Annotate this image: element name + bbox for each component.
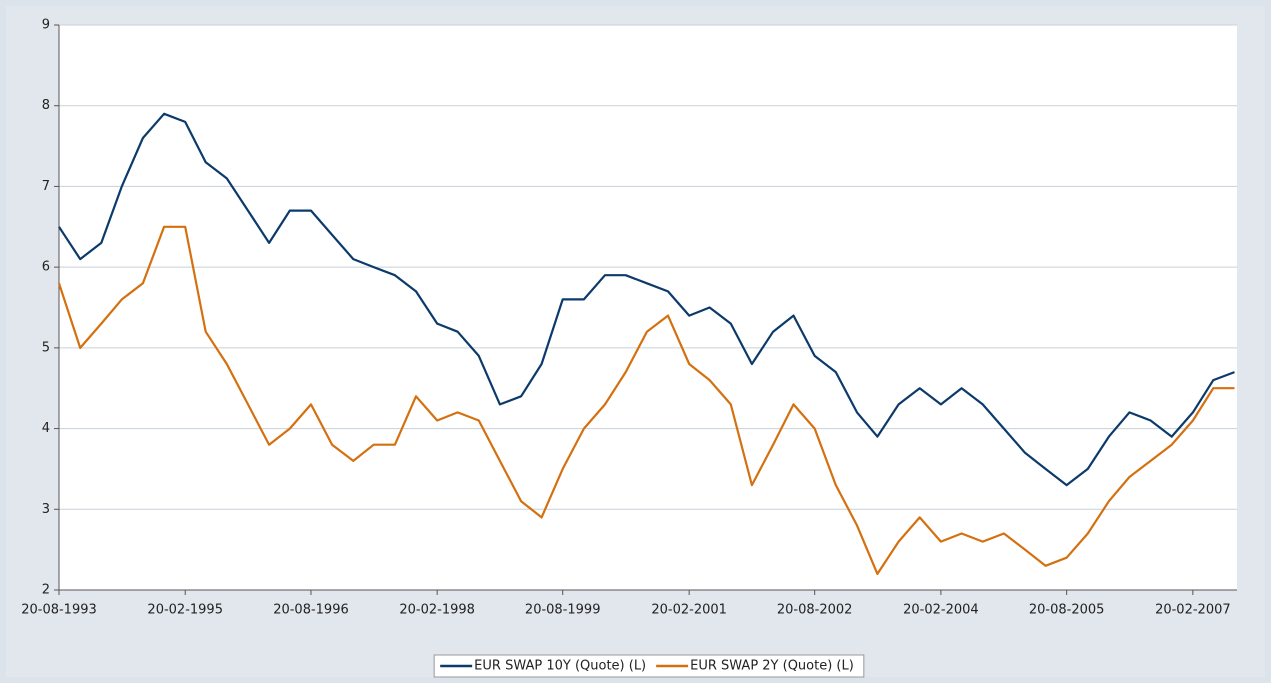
series-line bbox=[57, 225, 1235, 575]
y-tick-label: 8 bbox=[42, 98, 50, 113]
y-tick-label: 5 bbox=[42, 340, 50, 355]
x-tick-label: 20-02-1995 bbox=[147, 603, 223, 618]
series-line bbox=[58, 112, 1235, 487]
x-tick-label: 20-08-2005 bbox=[1029, 603, 1105, 618]
x-tick-label: 20-08-1996 bbox=[273, 603, 349, 618]
x-tick-label: 20-08-2002 bbox=[777, 603, 853, 618]
plot-area bbox=[59, 25, 1237, 590]
x-tick-label: 20-08-1993 bbox=[21, 603, 97, 618]
y-tick-label: 4 bbox=[42, 421, 50, 436]
legend-label: EUR SWAP 10Y (Quote) (L) bbox=[474, 659, 646, 674]
x-tick-label: 20-02-2004 bbox=[903, 603, 979, 618]
y-tick-label: 2 bbox=[42, 583, 50, 598]
x-tick-label: 20-02-2001 bbox=[651, 603, 727, 618]
legend-box bbox=[433, 654, 865, 678]
x-tick-label: 20-02-2007 bbox=[1155, 603, 1231, 618]
y-tick-label: 6 bbox=[42, 260, 50, 275]
legend: EUR SWAP 10Y (Quote) (L) EUR SWAP 2Y (Quo… bbox=[433, 654, 865, 678]
legend-label: EUR SWAP 2Y (Quote) (L) bbox=[690, 659, 854, 674]
y-tick-label: 9 bbox=[42, 18, 50, 33]
y-tick-label: 7 bbox=[42, 179, 50, 194]
x-tick-label: 20-08-1999 bbox=[525, 603, 601, 618]
x-tick-label: 20-02-1998 bbox=[399, 603, 475, 618]
y-tick-label: 3 bbox=[42, 502, 50, 517]
